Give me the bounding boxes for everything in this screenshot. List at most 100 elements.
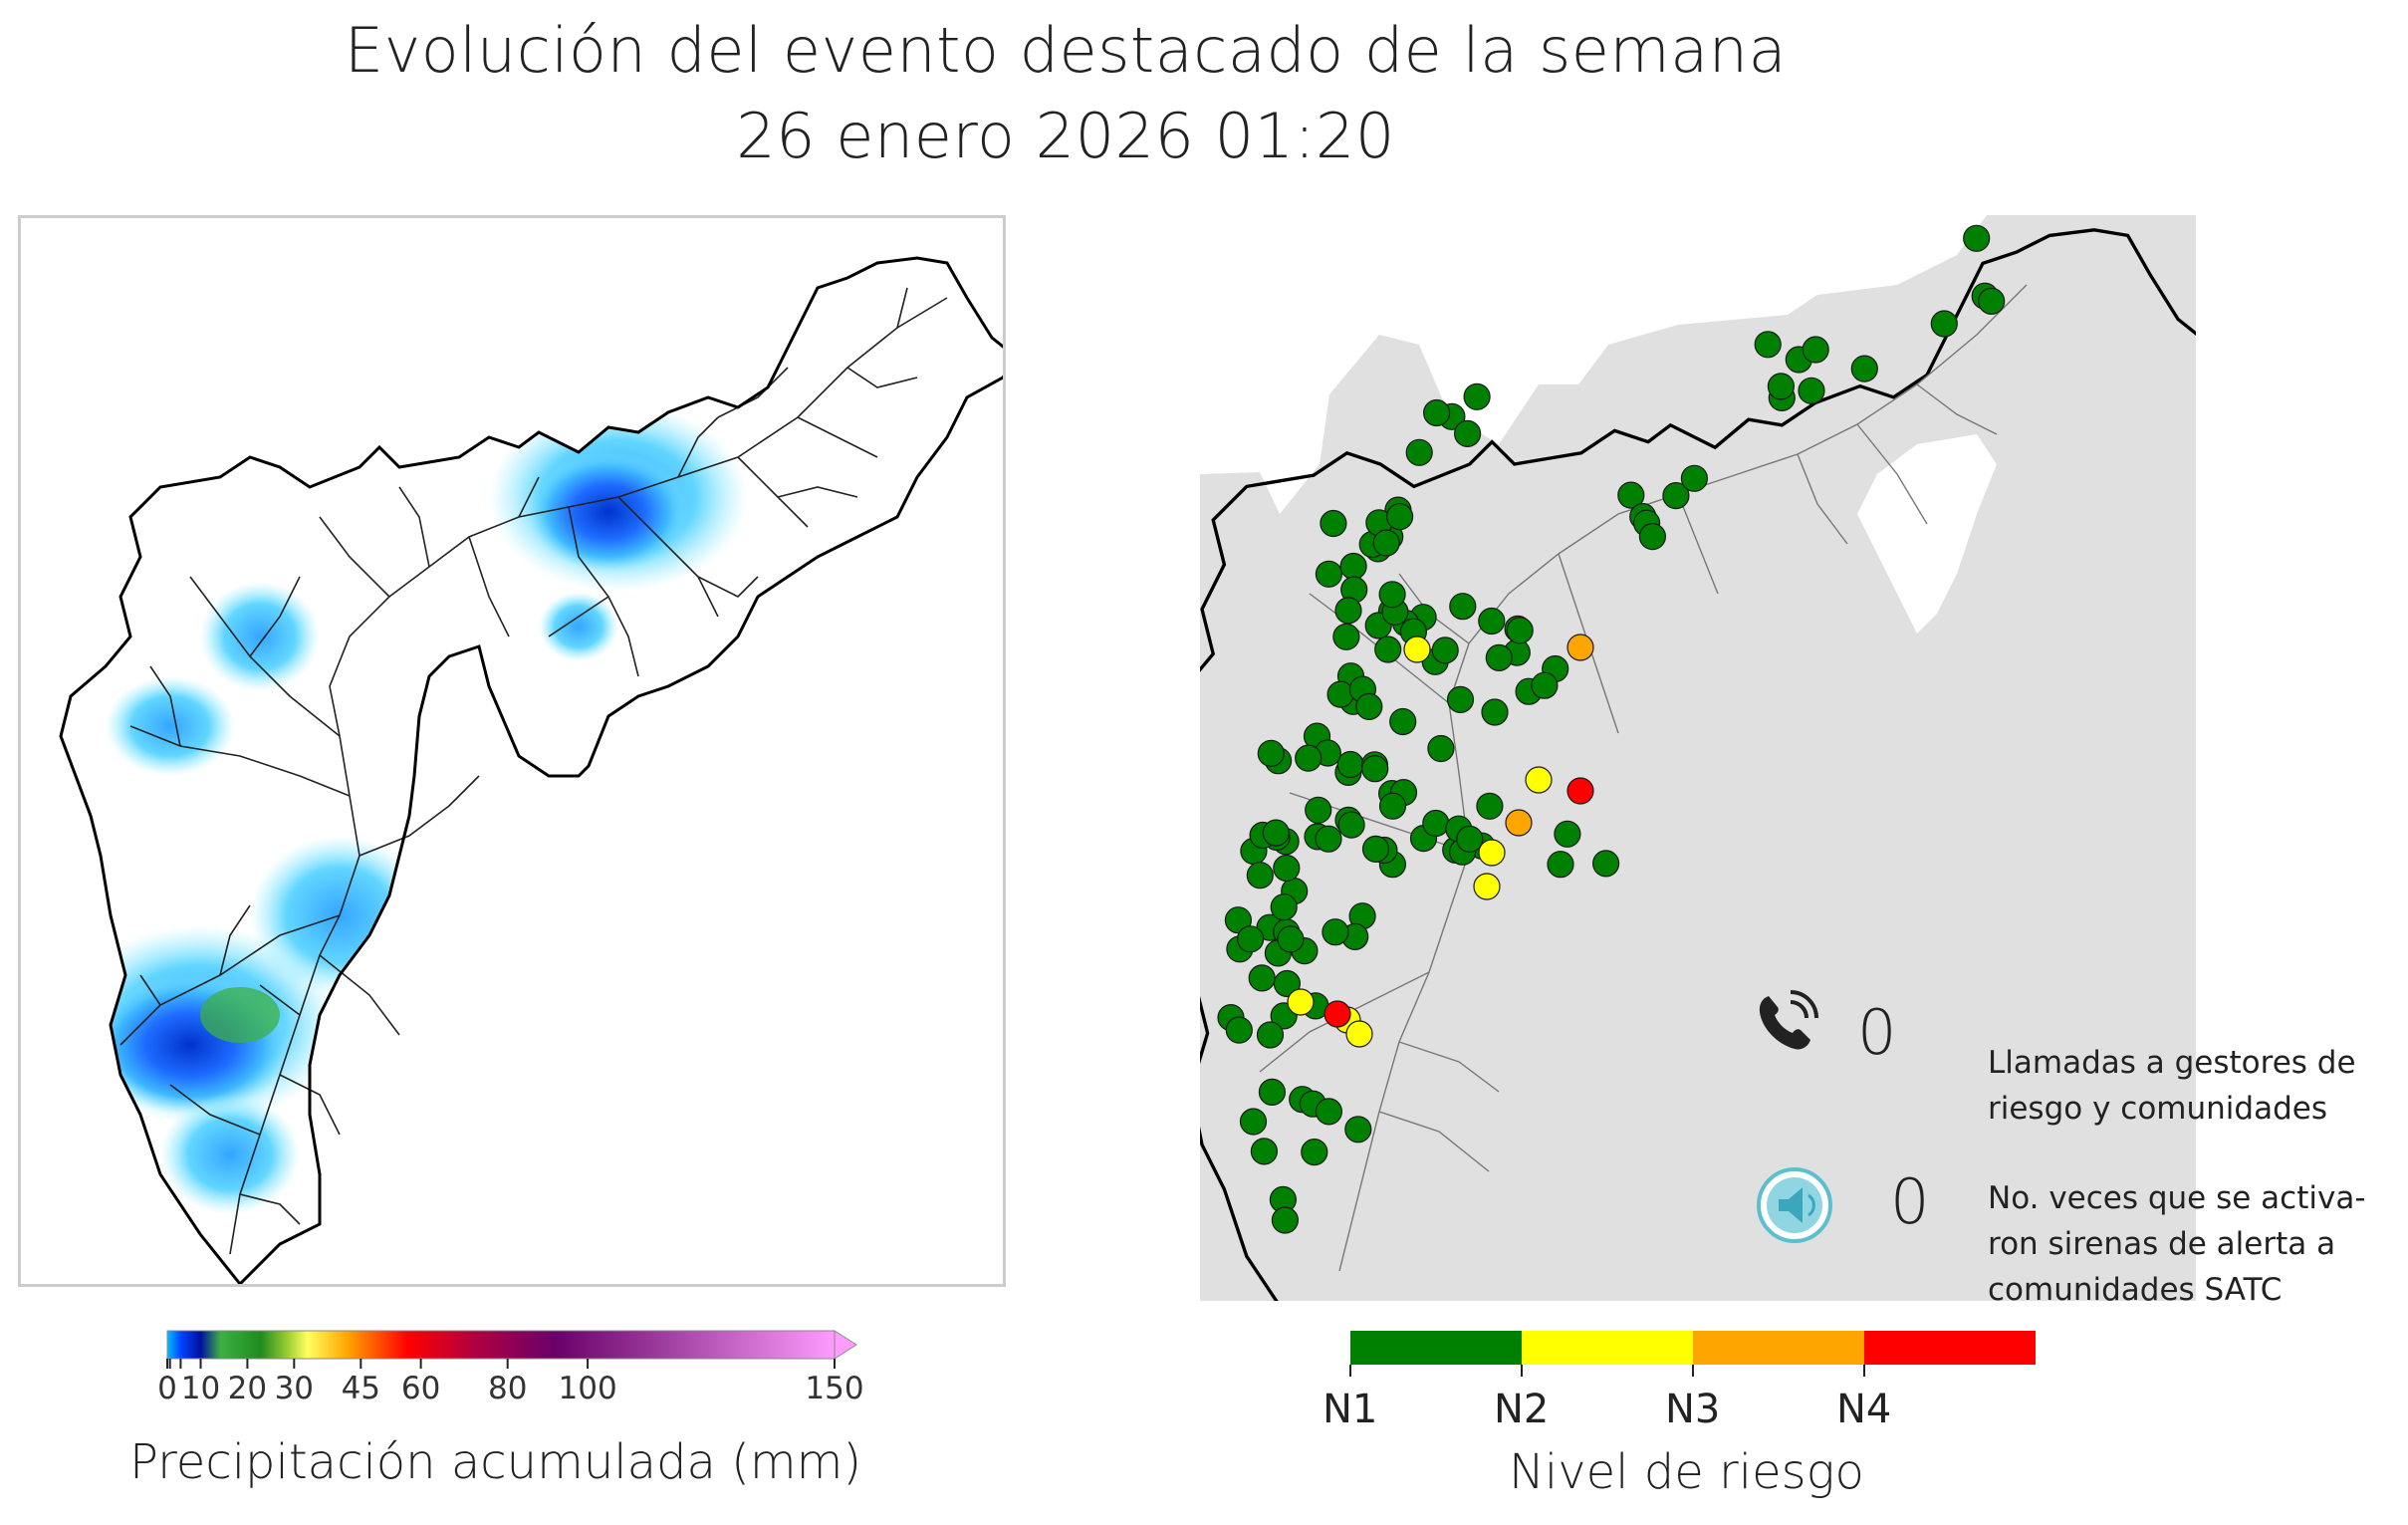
station-marker-n2[interactable] <box>1287 988 1315 1016</box>
station-marker-n1[interactable] <box>1662 482 1690 510</box>
station-marker-n1[interactable] <box>1225 1016 1253 1044</box>
station-marker-n1[interactable] <box>1334 597 1362 625</box>
station-marker-n1[interactable] <box>1355 692 1383 720</box>
station-marker-n1[interactable] <box>1246 862 1274 890</box>
siren-icon <box>1757 1167 1832 1243</box>
station-marker-n2[interactable] <box>1478 839 1506 867</box>
risk-tick-label-n2: N2 <box>1494 1387 1550 1432</box>
river-network <box>120 287 948 1255</box>
colorbar-tick-label: 45 <box>342 1371 380 1406</box>
station-marker-n1[interactable] <box>1270 893 1298 921</box>
station-marker-n2[interactable] <box>1403 635 1431 663</box>
precipitation-field <box>61 402 748 1214</box>
station-marker-n1[interactable] <box>1374 635 1402 663</box>
risk-color-n2 <box>1522 1331 1693 1365</box>
station-marker-n1[interactable] <box>1305 796 1332 824</box>
station-marker-n1[interactable] <box>1978 287 2006 316</box>
station-marker-n1[interactable] <box>1301 1138 1328 1166</box>
station-marker-n1[interactable] <box>1798 377 1825 404</box>
station-marker-n1[interactable] <box>1273 854 1301 883</box>
station-marker-n1[interactable] <box>1332 623 1360 650</box>
station-marker-n1[interactable] <box>1236 925 1265 953</box>
station-marker-n1[interactable] <box>1389 707 1417 736</box>
station-marker-n1[interactable] <box>1963 224 1991 252</box>
precipitation-map <box>18 215 1006 1287</box>
station-marker-n1[interactable] <box>1344 1116 1372 1144</box>
station-marker-n1[interactable] <box>1372 529 1400 557</box>
station-marker-n1[interactable] <box>1405 438 1433 466</box>
calls-description: Llamadas a gestores de riesgo y comunida… <box>1988 1045 2356 1127</box>
station-marker-n1[interactable] <box>1547 851 1574 879</box>
risk-color-n1 <box>1350 1331 1522 1365</box>
station-marker-n1[interactable] <box>1295 744 1323 772</box>
station-marker-n1[interactable] <box>1850 355 1878 382</box>
risk-map <box>1200 215 2196 1301</box>
station-marker-n1[interactable] <box>1506 617 1534 644</box>
colorbar-tick-label: 60 <box>401 1371 440 1406</box>
station-marker-n1[interactable] <box>1478 607 1506 635</box>
page-title: Evolución del evento destacado de la sem… <box>344 14 1788 87</box>
station-marker-n1[interactable] <box>1339 552 1367 581</box>
station-marker-n1[interactable] <box>1320 509 1347 538</box>
station-marker-n1[interactable] <box>1239 1108 1268 1136</box>
station-marker-n1[interactable] <box>1256 1021 1285 1049</box>
station-marker-n1[interactable] <box>1315 1098 1342 1126</box>
station-marker-n1[interactable] <box>1767 373 1796 400</box>
station-marker-n3[interactable] <box>1566 634 1594 661</box>
precipitation-colorbar: 0 10 20 30 45 60 80 100 150 <box>159 1330 864 1406</box>
station-marker-n1[interactable] <box>1476 792 1504 820</box>
station-marker-n3[interactable] <box>1505 809 1533 837</box>
station-marker-n1[interactable] <box>1322 918 1349 946</box>
station-marker-n1[interactable] <box>1802 336 1829 364</box>
station-marker-n1[interactable] <box>1617 481 1645 509</box>
station-marker-n1[interactable] <box>1248 964 1276 992</box>
station-marker-n1[interactable] <box>1262 819 1290 847</box>
station-marker-n1[interactable] <box>1592 850 1620 878</box>
station-marker-n1[interactable] <box>1257 739 1285 768</box>
station-marker-n1[interactable] <box>1277 925 1305 953</box>
station-marker-n1[interactable] <box>1431 636 1459 664</box>
risk-color-n4 <box>1864 1331 2036 1365</box>
station-marker-n1[interactable] <box>1326 680 1354 708</box>
station-marker-n1[interactable] <box>1315 560 1342 588</box>
station-marker-n1[interactable] <box>1463 382 1491 410</box>
station-marker-n1[interactable] <box>1754 331 1782 359</box>
station-marker-n1[interactable] <box>1638 523 1666 551</box>
station-marker-n2[interactable] <box>1345 1020 1373 1048</box>
station-marker-n1[interactable] <box>1930 310 1958 338</box>
station-marker-n4[interactable] <box>1566 777 1594 805</box>
station-marker-n1[interactable] <box>1446 685 1475 713</box>
station-marker-n1[interactable] <box>1454 419 1482 447</box>
station-marker-n1[interactable] <box>1422 809 1450 838</box>
station-marker-n1[interactable] <box>1378 792 1407 820</box>
station-marker-n1[interactable] <box>1386 503 1414 531</box>
station-marker-n1[interactable] <box>1481 698 1509 726</box>
station-marker-n1[interactable] <box>1427 734 1455 763</box>
phone-icon <box>1759 990 1818 1050</box>
risk-color-n3 <box>1693 1331 1864 1365</box>
colorbar-tick-label: 0 <box>159 1371 177 1406</box>
risk-stations <box>1217 224 2006 1234</box>
station-marker-n1[interactable] <box>1680 464 1708 492</box>
station-marker-n1[interactable] <box>1423 398 1451 427</box>
station-marker-n1[interactable] <box>1554 820 1581 848</box>
station-marker-n1[interactable] <box>1337 811 1365 839</box>
station-marker-n1[interactable] <box>1531 671 1559 699</box>
station-marker-n1[interactable] <box>1258 1078 1287 1107</box>
station-marker-n1[interactable] <box>1485 643 1513 671</box>
station-marker-n1[interactable] <box>1449 593 1477 621</box>
station-marker-n1[interactable] <box>1250 1138 1279 1165</box>
station-marker-n1[interactable] <box>1456 825 1484 854</box>
station-marker-n2[interactable] <box>1525 766 1553 794</box>
station-marker-n1[interactable] <box>1336 750 1364 779</box>
precipitation-legend-title: Precipitación acumulada (mm) <box>129 1434 862 1490</box>
station-marker-n1[interactable] <box>1361 755 1389 783</box>
colorbar-tick-label: 100 <box>559 1371 617 1406</box>
station-marker-n2[interactable] <box>1473 873 1501 900</box>
station-marker-n1[interactable] <box>1315 825 1342 853</box>
station-marker-n1[interactable] <box>1378 581 1406 609</box>
station-marker-n4[interactable] <box>1324 1000 1351 1028</box>
station-marker-n1[interactable] <box>1271 1206 1300 1234</box>
station-marker-n1[interactable] <box>1361 835 1390 864</box>
station-marker-n1[interactable] <box>1224 906 1253 934</box>
